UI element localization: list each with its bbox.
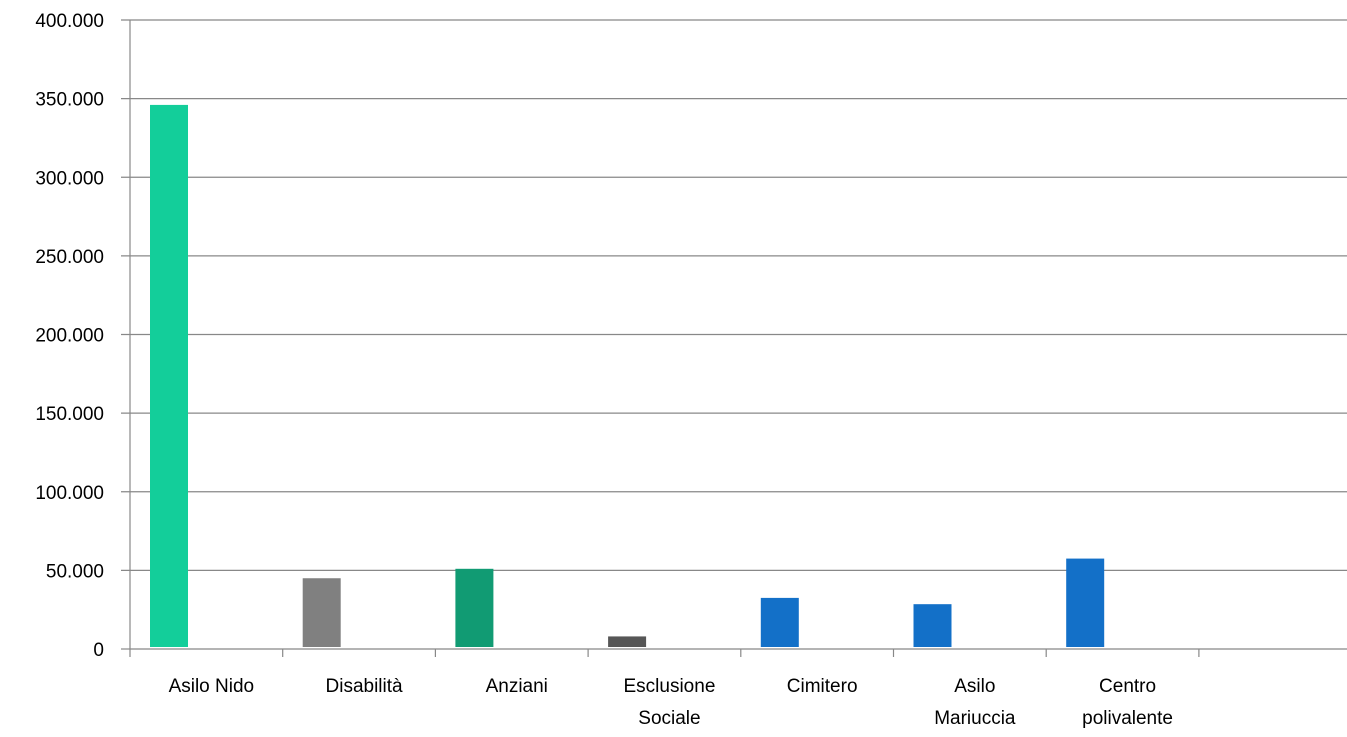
y-tick-label: 250.000 [35,247,104,268]
y-tick-label: 300.000 [35,168,104,189]
y-tick-label: 150.000 [35,404,104,425]
bars [150,104,1105,648]
y-tick-label: 50.000 [46,561,104,582]
y-tick-label: 0 [93,640,104,661]
y-tick-label: 400.000 [35,11,104,32]
bar [455,568,494,647]
y-tick-label: 100.000 [35,483,104,504]
category-label: Centro polivalente [1082,676,1173,729]
category-label: Anziani [486,676,548,697]
gridlines [121,19,1347,571]
category-label: Esclusione Sociale [624,676,716,729]
category-label: Asilo Nido [169,676,255,697]
category-label: Asilo Mariuccia [934,676,1016,729]
bar [608,636,647,647]
y-tick-label: 350.000 [35,90,104,111]
bar [150,104,188,648]
category-label: Cimitero [787,676,858,697]
bar [1066,558,1105,647]
y-tick-labels: 0 50.000 100.000 150.000 200.000 250.000 300.0… [35,11,104,661]
bar [760,597,799,647]
bar [913,604,952,647]
category-label: Disabilità [326,676,404,697]
category-labels: Asilo Nido Disabilità Anziani Esclusione Soc… [169,676,1173,729]
y-tick-label: 200.000 [35,326,104,347]
axes [121,20,1347,657]
bar [302,578,341,647]
